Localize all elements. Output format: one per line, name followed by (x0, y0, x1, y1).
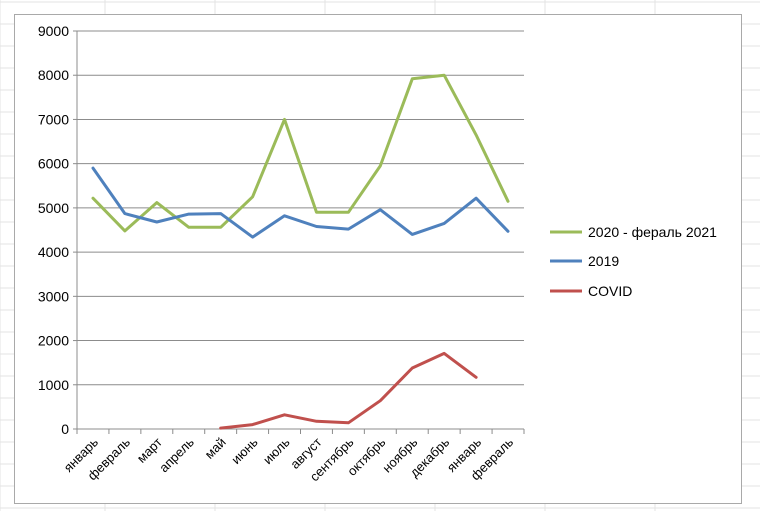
y-tick-label: 7000 (38, 111, 69, 127)
x-tick-label: июнь (228, 434, 261, 467)
x-tick-label: май (202, 435, 229, 462)
y-tick-label: 1000 (38, 377, 69, 393)
legend-label: COVID (588, 283, 632, 299)
x-tick-label: апрель (156, 434, 197, 475)
y-axis-tick-labels: 0 1000 2000 3000 4000 5000 6000 7000 8000 9000 (38, 23, 69, 437)
y-tick-label: 4000 (38, 244, 69, 260)
y-tick-label: 9000 (38, 23, 69, 39)
y-tick-label: 2000 (38, 333, 69, 349)
legend-label: 2020 - фераль 2021 (588, 224, 717, 240)
series-lines (91, 73, 510, 430)
series-line-1 (91, 166, 510, 239)
y-tick-label: 0 (61, 421, 69, 437)
line-chart: 0 1000 2000 3000 4000 5000 6000 7000 8000 9000 ян… (38, 23, 717, 484)
y-tick-label: 6000 (38, 156, 69, 172)
gridlines (77, 30, 524, 386)
axes (73, 30, 525, 434)
series-line-0 (91, 73, 510, 233)
legend-label: 2019 (588, 253, 619, 269)
y-tick-label: 3000 (38, 288, 69, 304)
y-tick-label: 8000 (38, 67, 69, 83)
legend: 2020 - фераль 2021 2019 COVID (550, 224, 717, 299)
chart-area[interactable]: 0 1000 2000 3000 4000 5000 6000 7000 8000 9000 ян… (14, 14, 742, 504)
series-line-2 (219, 351, 478, 430)
y-tick-label: 5000 (38, 200, 69, 216)
